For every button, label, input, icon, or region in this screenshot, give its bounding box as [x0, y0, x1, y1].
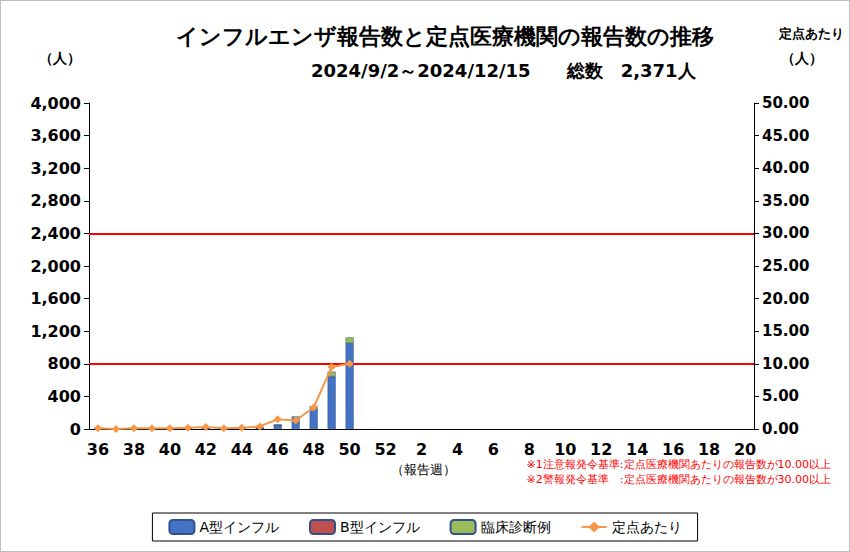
svg-text:（報告週）: （報告週）	[391, 462, 456, 477]
svg-text:2,400: 2,400	[30, 224, 81, 243]
svg-text:20.00: 20.00	[762, 290, 809, 308]
svg-text:1,600: 1,600	[30, 289, 81, 308]
svg-text:35.00: 35.00	[762, 192, 809, 210]
svg-text:36: 36	[87, 440, 109, 459]
svg-text:20: 20	[734, 440, 756, 459]
svg-text:800: 800	[48, 354, 81, 373]
svg-text:4,000: 4,000	[30, 94, 81, 113]
svg-text:18: 18	[698, 440, 720, 459]
svg-text:14: 14	[626, 440, 648, 459]
svg-text:10.00: 10.00	[762, 355, 809, 373]
svg-text:40: 40	[159, 440, 181, 459]
svg-text:48: 48	[303, 440, 325, 459]
svg-text:B型インフル: B型インフル	[340, 519, 420, 535]
svg-text:3,200: 3,200	[30, 159, 81, 178]
svg-text:38: 38	[123, 440, 145, 459]
svg-text:400: 400	[48, 387, 81, 406]
svg-text:定点あたり: 定点あたり	[612, 519, 682, 535]
svg-text:定点あたり: 定点あたり	[778, 26, 844, 41]
svg-text:※2警報発令基準 :定点医療機関あたりの報告数が30.00以: ※2警報発令基準 :定点医療機関あたりの報告数が30.00以上	[527, 473, 831, 486]
svg-text:4: 4	[452, 440, 463, 459]
svg-text:A型インフル: A型インフル	[199, 519, 279, 535]
svg-text:インフルエンザ報告数と定点医療機関の報告数の推移: インフルエンザ報告数と定点医療機関の報告数の推移	[176, 24, 714, 49]
svg-text:2024/9/2～2024/12/15 総数 2,371人: 2024/9/2～2024/12/15 総数 2,371人	[311, 60, 697, 81]
svg-text:0.00: 0.00	[762, 420, 799, 438]
svg-text:5.00: 5.00	[762, 387, 799, 405]
svg-text:6: 6	[488, 440, 499, 459]
svg-text:3,600: 3,600	[30, 126, 81, 145]
svg-text:45.00: 45.00	[762, 127, 809, 145]
svg-text:44: 44	[231, 440, 253, 459]
svg-text:臨床診断例: 臨床診断例	[481, 519, 551, 535]
svg-text:0: 0	[70, 420, 81, 439]
svg-text:8: 8	[524, 440, 535, 459]
svg-text:30.00: 30.00	[762, 224, 809, 242]
svg-text:※1注意報発令基準:定点医療機関あたりの報告数が10.00以: ※1注意報発令基準:定点医療機関あたりの報告数が10.00以上	[527, 458, 831, 471]
svg-text:15.00: 15.00	[762, 322, 809, 340]
svg-text:42: 42	[195, 440, 217, 459]
svg-text:52: 52	[374, 440, 396, 459]
svg-text:2,000: 2,000	[30, 257, 81, 276]
svg-text:50: 50	[338, 440, 360, 459]
svg-text:12: 12	[590, 440, 612, 459]
svg-text:（人）: （人）	[781, 50, 823, 66]
svg-text:46: 46	[267, 440, 289, 459]
svg-text:2: 2	[416, 440, 427, 459]
svg-text:1,200: 1,200	[30, 322, 81, 341]
svg-text:50.00: 50.00	[762, 94, 809, 112]
svg-text:40.00: 40.00	[762, 159, 809, 177]
svg-text:2,800: 2,800	[30, 191, 81, 210]
svg-text:25.00: 25.00	[762, 257, 809, 275]
svg-text:16: 16	[662, 440, 684, 459]
svg-text:10: 10	[554, 440, 576, 459]
svg-text:（人）: （人）	[39, 50, 81, 66]
